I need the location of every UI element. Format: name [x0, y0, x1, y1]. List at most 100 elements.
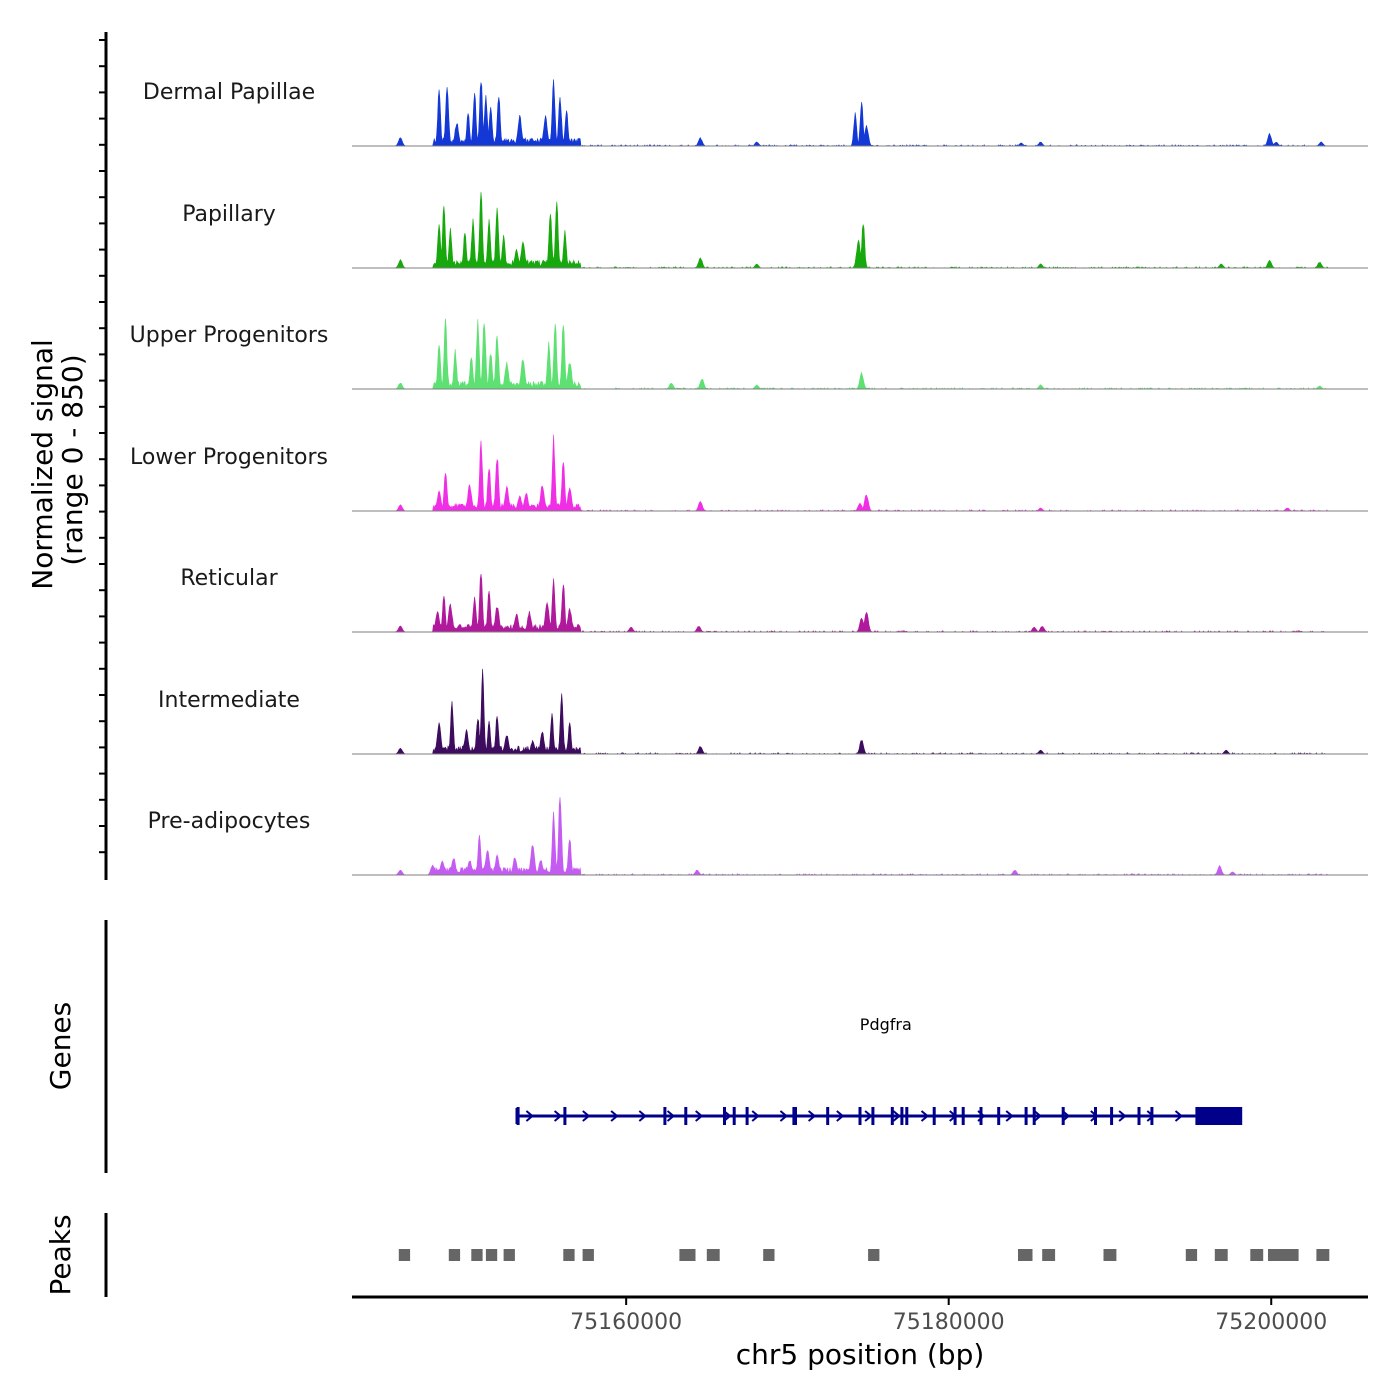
gene-exon	[723, 1107, 726, 1125]
genes-panel: Pdgfra	[104, 920, 1243, 1173]
gene-exon	[745, 1107, 749, 1125]
track-label: Pre-adipocytes	[148, 809, 311, 834]
strand-arrow	[1118, 1110, 1127, 1122]
x-tick-label: 75180000	[893, 1310, 1005, 1335]
gene-exon	[563, 1107, 567, 1125]
track-label: Reticular	[180, 566, 278, 591]
strand-arrow	[892, 1110, 901, 1122]
peak-region	[706, 1249, 720, 1261]
peak-region	[1042, 1249, 1056, 1261]
y-axis-title-line-1: Normalized signal	[26, 339, 59, 590]
peak-region	[563, 1249, 575, 1261]
gene-exon	[953, 1107, 957, 1125]
gene-exon	[794, 1107, 797, 1125]
peak-region	[679, 1249, 696, 1261]
strand-arrow	[1033, 1110, 1042, 1122]
peaks-panel	[104, 1213, 1330, 1297]
gene-exon	[826, 1107, 830, 1125]
peak-region	[1103, 1249, 1117, 1261]
track-lower-progenitors: Lower Progenitors	[130, 434, 1368, 512]
coverage-area	[392, 573, 1328, 633]
track-label: Intermediate	[158, 688, 300, 713]
gene-exon	[1110, 1107, 1114, 1125]
gene-exon	[516, 1107, 520, 1125]
gene-exon	[997, 1107, 1001, 1125]
gene-exon	[1032, 1107, 1036, 1125]
gene-exon	[732, 1107, 736, 1125]
gene-exon	[932, 1107, 936, 1125]
gene-exon	[905, 1107, 909, 1125]
y-axis-title: Normalized signal (range 0 - 850)	[26, 330, 89, 589]
coverage-area	[392, 192, 1328, 269]
peak-region	[1185, 1249, 1198, 1261]
strand-arrow	[807, 1110, 817, 1122]
genes-panel-title: Genes	[44, 1002, 77, 1090]
peak-region	[582, 1249, 594, 1261]
gene-exon	[871, 1107, 875, 1125]
strand-arrow	[1174, 1110, 1184, 1122]
strand-arrow	[920, 1110, 930, 1122]
gene-label: Pdgfra	[860, 1015, 912, 1034]
strand-arrow	[553, 1110, 563, 1122]
peak-region	[448, 1249, 461, 1261]
peak-region	[398, 1249, 411, 1261]
strand-arrow	[1005, 1110, 1014, 1122]
track-label: Dermal Papillae	[143, 80, 315, 105]
strand-arrow	[666, 1110, 676, 1122]
x-axis-title: chr5 position (bp)	[736, 1338, 985, 1371]
peak-region	[1018, 1249, 1033, 1261]
y-axis-title-line-2: (range 0 - 850)	[56, 354, 89, 565]
x-tick-label: 75160000	[570, 1310, 682, 1335]
strand-arrow	[864, 1110, 873, 1122]
gene-exon	[1094, 1107, 1097, 1125]
gene-exon	[979, 1107, 983, 1125]
gene-pdgfra: Pdgfra	[515, 1015, 1243, 1125]
track-upper-progenitors: Upper Progenitors	[130, 318, 1368, 390]
peak-region	[1268, 1249, 1299, 1261]
gene-exon	[663, 1107, 667, 1125]
gene-exon	[1061, 1107, 1065, 1125]
coverage-area	[392, 79, 1328, 147]
gene-utr-block	[1195, 1107, 1243, 1125]
strand-arrow	[779, 1110, 788, 1122]
gene-exon	[890, 1107, 894, 1125]
coverage-area	[392, 318, 1328, 390]
gene-exon	[1137, 1107, 1141, 1125]
strand-arrow	[525, 1110, 534, 1122]
gene-exon	[961, 1107, 965, 1125]
track-intermediate: Intermediate	[158, 668, 1368, 755]
peak-region	[1316, 1249, 1330, 1261]
gene-exon	[858, 1107, 862, 1125]
coverage-panel: Dermal Papillae Papillary Upper Progenitor…	[99, 32, 1368, 880]
strand-arrow	[638, 1110, 647, 1122]
x-tick-label: 75200000	[1215, 1310, 1327, 1335]
peak-region	[868, 1249, 880, 1261]
strand-arrow	[751, 1110, 760, 1122]
track-dermal-papillae: Dermal Papillae	[143, 79, 1368, 147]
gene-exon	[1024, 1107, 1028, 1125]
strand-arrow	[695, 1110, 704, 1122]
track-papillary: Papillary	[182, 192, 1368, 269]
strand-arrow	[582, 1110, 591, 1122]
coverage-area	[392, 668, 1328, 755]
peak-region	[485, 1249, 498, 1261]
peak-region	[1250, 1249, 1264, 1261]
gene-exon	[900, 1107, 904, 1125]
gene-exon	[684, 1107, 688, 1125]
peak-region	[471, 1249, 483, 1261]
gene-exon	[1150, 1107, 1154, 1125]
coverage-area	[392, 797, 1328, 876]
gene-exon	[792, 1107, 796, 1125]
peak-region	[503, 1249, 515, 1261]
track-label: Papillary	[182, 202, 276, 227]
track-reticular: Reticular	[180, 566, 1368, 633]
x-axis: 75160000 75180000 75200000	[352, 1295, 1368, 1335]
peaks-panel-title: Peaks	[44, 1214, 77, 1295]
track-label: Lower Progenitors	[130, 445, 328, 470]
coverage-area	[392, 434, 1329, 512]
strand-arrow	[610, 1110, 619, 1122]
track-label: Upper Progenitors	[130, 323, 329, 348]
strand-arrow	[836, 1110, 845, 1122]
peak-region	[1214, 1249, 1228, 1261]
